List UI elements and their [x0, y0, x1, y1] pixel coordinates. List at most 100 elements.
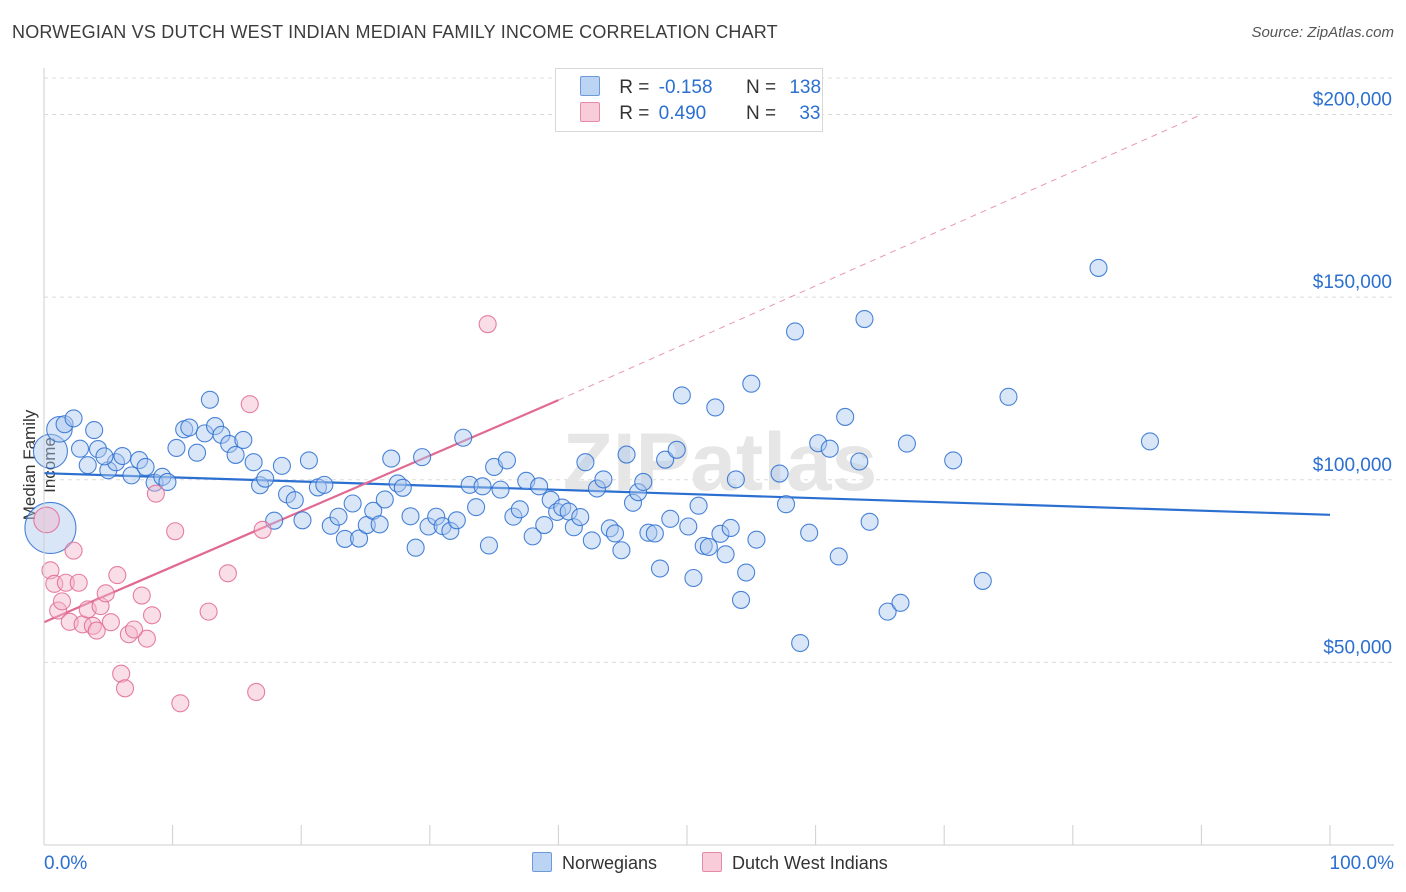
dutch-west-indians-swatch — [702, 852, 722, 872]
dutch-west-indians-point — [101, 613, 120, 632]
legend-r-label: R = — [619, 103, 650, 124]
norwegians-point — [88, 440, 108, 459]
norwegians-point — [706, 398, 725, 417]
dutch-west-indians-point — [218, 564, 237, 583]
norwegians-point — [113, 446, 132, 466]
dutch-west-indians-point — [115, 679, 135, 698]
norwegians-point — [510, 500, 529, 519]
norwegians-point — [234, 430, 253, 450]
norwegians-point — [122, 466, 141, 485]
norwegians-point — [70, 439, 90, 458]
norwegians-point — [535, 516, 554, 535]
norwegians-point — [656, 450, 675, 469]
dutch-west-indians-point — [253, 520, 272, 539]
norwegians-point — [285, 491, 304, 510]
norwegians-point — [226, 445, 245, 464]
norwegians-point — [571, 507, 590, 527]
norwegians-point — [855, 310, 874, 329]
norwegians-point — [95, 447, 114, 466]
norwegians-point — [497, 451, 517, 470]
norwegians-point — [32, 433, 68, 469]
norwegians-point — [220, 434, 239, 454]
norwegians-point — [731, 590, 751, 609]
norwegians-point — [64, 409, 83, 428]
norwegians-point — [891, 593, 910, 612]
bottom-legend-label: Dutch West Indians — [732, 853, 888, 873]
dutch-west-indians-points — [33, 315, 497, 713]
norwegians-point — [441, 521, 460, 540]
norwegians-point — [742, 374, 761, 393]
norwegians-point — [878, 602, 897, 621]
norwegians-point — [617, 445, 636, 464]
norwegians-point — [473, 477, 492, 496]
norwegians-point — [999, 387, 1018, 406]
norwegians-point — [329, 507, 348, 526]
dutch-west-indians-point — [41, 561, 60, 580]
norwegians-point — [639, 523, 658, 542]
norwegians-point — [605, 524, 625, 543]
norwegians-point — [699, 537, 718, 557]
dutch-west-indians-point — [137, 629, 156, 648]
norwegians-point — [576, 453, 595, 472]
legend-row-dutch-west-indians: R = 0.490 N = 33 — [580, 102, 820, 126]
norwegians-point — [667, 440, 686, 459]
norwegians-point — [244, 453, 263, 472]
legend-r-value: -0.158 — [658, 77, 713, 98]
norwegians-point — [130, 450, 149, 470]
norwegians-point — [393, 478, 412, 497]
norwegians-point — [721, 518, 740, 538]
norwegians-point — [523, 527, 542, 546]
legend-n-value: 138 — [789, 77, 822, 98]
norwegians-point — [776, 495, 796, 514]
norwegians-point — [1140, 432, 1160, 451]
legend-row-norwegians: R = -0.158 N = 138 — [580, 76, 821, 100]
norwegians-point — [836, 407, 855, 426]
x-tick-label: 100.0% — [1330, 853, 1395, 874]
norwegians-point — [200, 390, 219, 409]
dutch-west-indians-trend-extension — [558, 114, 1202, 401]
norwegians-point — [629, 483, 648, 502]
norwegians-point — [530, 477, 549, 496]
norwegians-point — [212, 425, 231, 444]
dutch-west-indians-point — [247, 682, 266, 702]
dutch-west-indians-point — [478, 315, 497, 334]
norwegians-point — [180, 418, 199, 437]
trend-layer — [43, 114, 1331, 624]
dutch-west-indians-point — [199, 602, 218, 621]
norwegians-point — [272, 456, 291, 475]
norwegians-point — [467, 498, 486, 517]
norwegians-point — [491, 480, 510, 499]
dutch-west-indians-point — [45, 574, 64, 593]
y-tick-label: $50,000 — [1323, 637, 1392, 658]
norwegians-point — [747, 530, 766, 549]
norwegians-point — [370, 515, 389, 534]
norwegians-point — [24, 501, 77, 555]
norwegians-point — [187, 443, 207, 462]
dutch-west-indians-point — [96, 584, 115, 603]
dutch-west-indians-point — [64, 541, 83, 560]
dutch-west-indians-point — [33, 506, 60, 534]
norwegians-point — [401, 507, 420, 526]
dutch-west-indians-point — [112, 664, 131, 683]
norwegians-point — [973, 571, 992, 590]
norwegians-point — [944, 451, 963, 470]
norwegians-point — [800, 523, 819, 542]
dutch-west-indians-point — [166, 522, 185, 541]
dutch-west-indians-point — [69, 573, 88, 592]
norwegians-points — [24, 258, 1160, 653]
y-tick-label: $200,000 — [1313, 90, 1392, 111]
norwegians-point — [679, 517, 698, 536]
norwegians-point — [809, 434, 828, 453]
norwegians-point — [661, 509, 680, 528]
y-tick-label: $150,000 — [1313, 272, 1392, 293]
norwegians-point — [623, 493, 643, 512]
norwegians-point — [650, 559, 670, 578]
norwegians-point — [293, 511, 312, 530]
norwegians-point — [600, 519, 619, 538]
norwegians-point — [737, 563, 756, 582]
norwegians-point — [594, 470, 613, 489]
dutch-west-indians-point — [52, 592, 72, 611]
norwegians-point — [153, 467, 172, 486]
watermark: ZIPatlas — [563, 417, 877, 508]
